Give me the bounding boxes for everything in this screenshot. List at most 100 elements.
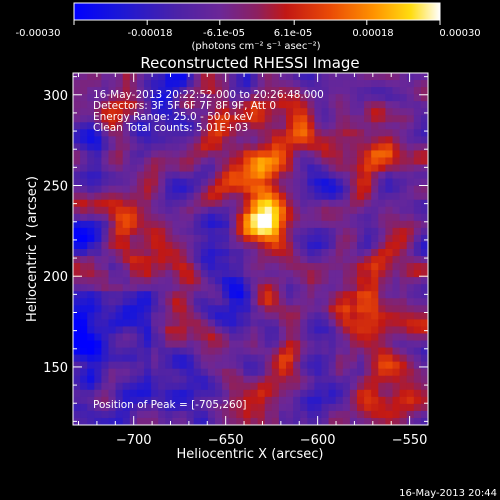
heatmap-cell	[222, 319, 230, 328]
heatmap-cell	[314, 382, 323, 391]
heatmap-cell	[300, 164, 308, 173]
heatmap-cell	[172, 80, 181, 88]
heatmap-cell	[193, 277, 202, 285]
heatmap-cell	[193, 108, 202, 116]
heatmap-cell	[144, 326, 152, 335]
heatmap-cell	[222, 94, 230, 102]
heatmap-cell	[392, 227, 401, 236]
heatmap-cell	[186, 333, 195, 342]
heatmap-cell	[243, 396, 252, 405]
heatmap-cell	[186, 403, 195, 412]
heatmap-cell	[172, 164, 181, 173]
heatmap-cell	[264, 185, 273, 194]
heatmap-cell	[179, 333, 188, 342]
heatmap-cell	[243, 101, 252, 109]
heatmap-cell	[307, 234, 315, 243]
heatmap-cell	[200, 410, 209, 419]
heatmap-cell	[193, 220, 202, 229]
heatmap-cell	[399, 87, 408, 95]
heatmap-cell	[420, 150, 428, 159]
heatmap-cell	[108, 192, 117, 201]
heatmap-cell	[406, 291, 415, 299]
heatmap-cell	[193, 192, 202, 201]
heatmap-cell	[385, 213, 394, 222]
heatmap-cell	[420, 108, 428, 116]
annotation-peak-position: Position of Peak = [-705,260]	[93, 399, 247, 411]
heatmap-cell	[179, 354, 188, 363]
heatmap-cell	[264, 94, 273, 102]
heatmap-cell	[257, 382, 266, 391]
heatmap-cell	[264, 298, 273, 306]
heatmap-cell	[186, 192, 195, 201]
heatmap-cell	[108, 143, 117, 152]
heatmap-cell	[172, 108, 181, 116]
heatmap-cell	[165, 249, 173, 257]
heatmap-cell	[385, 333, 394, 342]
heatmap-cell	[399, 108, 408, 116]
heatmap-cell	[236, 291, 244, 299]
heatmap-cell	[236, 220, 244, 229]
heatmap-cell	[307, 410, 315, 419]
heatmap-cell	[293, 178, 301, 187]
heatmap-cell	[144, 101, 152, 109]
heatmap-cell	[158, 368, 166, 377]
heatmap-cell	[293, 354, 301, 363]
heatmap-cell	[286, 256, 294, 264]
heatmap-cell	[94, 227, 102, 236]
plot-frame	[72, 72, 429, 426]
heatmap-cell	[314, 291, 323, 299]
heatmap-cell	[406, 171, 415, 180]
heatmap-cell	[307, 403, 315, 412]
heatmap-cell	[73, 382, 81, 391]
heatmap-cell	[399, 319, 408, 328]
heatmap-cell	[364, 129, 372, 137]
heatmap-cell	[349, 94, 358, 102]
heatmap-cell	[186, 256, 195, 264]
heatmap-cell	[229, 326, 237, 335]
heatmap-cell	[328, 368, 337, 377]
heatmap-cell	[136, 263, 145, 271]
heatmap-cell	[151, 101, 159, 109]
heatmap-cell	[87, 227, 95, 236]
heatmap-cell	[222, 227, 230, 236]
x-tick-label: −600	[300, 433, 336, 448]
heatmap-cell	[200, 305, 209, 313]
heatmap-cell	[264, 389, 273, 398]
heatmap-cell	[101, 150, 110, 159]
heatmap-cell	[257, 227, 266, 236]
heatmap-cell	[335, 270, 344, 278]
heatmap-cell	[250, 234, 259, 243]
heatmap-cell	[364, 115, 372, 123]
heatmap-cell	[73, 136, 81, 144]
heatmap-cell	[207, 396, 216, 405]
heatmap-cell	[250, 94, 259, 102]
heatmap-cell	[321, 368, 330, 377]
heatmap-cell	[392, 87, 401, 95]
heatmap-cell	[286, 94, 294, 102]
heatmap-cell	[314, 410, 323, 419]
heatmap-cell	[349, 108, 358, 116]
heatmap-cell	[73, 157, 81, 166]
heatmap-cell	[335, 143, 344, 152]
heatmap-cell	[136, 291, 145, 299]
heatmap-cell	[250, 143, 259, 152]
heatmap-cell	[413, 270, 422, 278]
heatmap-cell	[335, 108, 344, 116]
heatmap-cell	[278, 382, 287, 391]
heatmap-cell	[371, 347, 379, 356]
heatmap-cell	[207, 347, 216, 356]
heatmap-cell	[179, 157, 188, 166]
heatmap-cell	[420, 396, 428, 405]
heatmap-cell	[200, 270, 209, 278]
heatmap-cell	[94, 403, 102, 412]
heatmap-cell	[101, 136, 110, 144]
heatmap-cell	[129, 368, 138, 377]
heatmap-cell	[115, 396, 124, 405]
heatmap-cell	[122, 178, 131, 187]
heatmap-cell	[172, 171, 181, 180]
heatmap-cell	[293, 227, 301, 236]
heatmap-cell	[94, 73, 102, 81]
heatmap-cell	[108, 122, 117, 130]
heatmap-cell	[321, 249, 330, 257]
heatmap-cell	[271, 298, 280, 306]
